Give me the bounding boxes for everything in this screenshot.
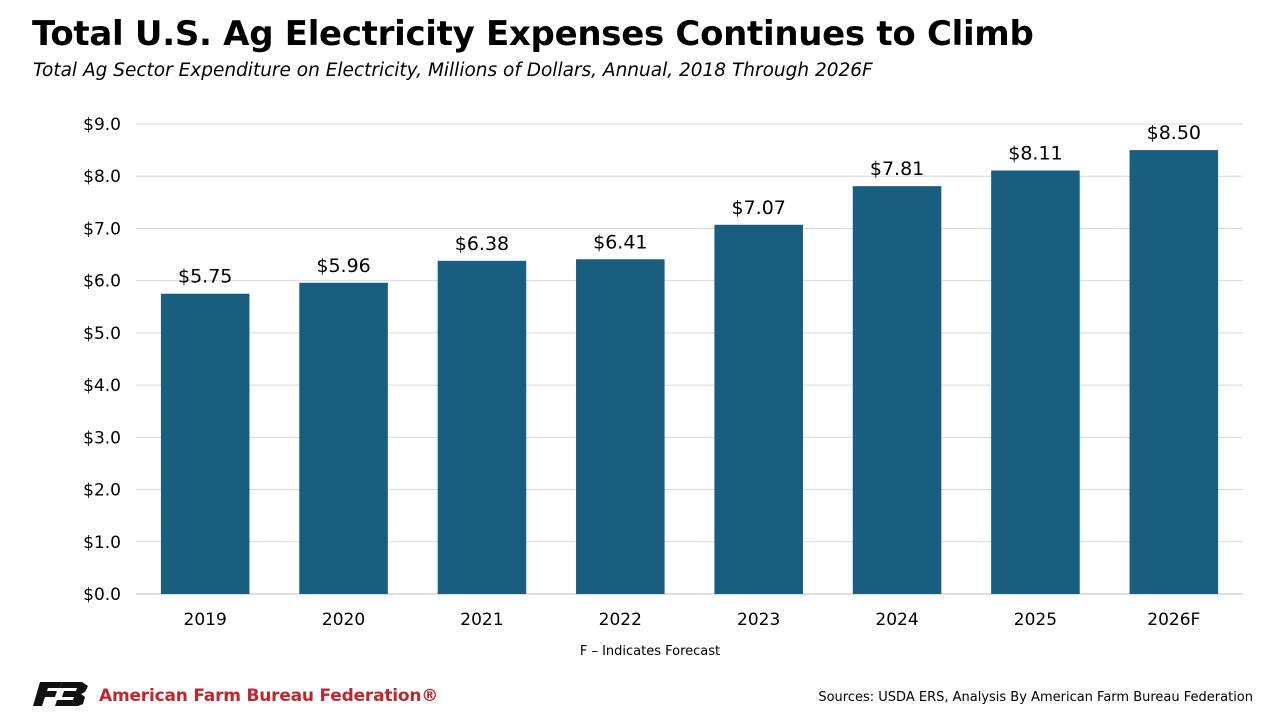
bar	[160, 293, 250, 594]
bar	[1129, 150, 1219, 594]
bar	[714, 224, 803, 595]
data-label: $6.38	[455, 233, 509, 255]
y-tick-label: $5.0	[83, 324, 121, 344]
data-label: $6.41	[593, 231, 647, 253]
x-tick-label: 2020	[322, 610, 365, 630]
source-note: Sources: USDA ERS, Analysis By American …	[818, 690, 1253, 705]
chart-title: Total U.S. Ag Electricity Expenses Conti…	[32, 14, 1034, 54]
bar	[852, 186, 942, 594]
data-label: $7.07	[731, 197, 785, 219]
x-tick-label: 2019	[184, 610, 227, 630]
x-tick-label: 2026F	[1147, 610, 1200, 630]
y-tick-label: $2.0	[83, 481, 121, 501]
data-label: $7.81	[870, 158, 924, 180]
data-label: $5.96	[316, 255, 370, 277]
data-label: $8.11	[1008, 142, 1062, 164]
x-tick-label: 2021	[460, 610, 503, 630]
x-tick-label: 2025	[1014, 610, 1057, 630]
x-tick-label: 2024	[875, 610, 918, 630]
organization-name: American Farm Bureau Federation®	[99, 686, 439, 706]
y-tick-label: $0.0	[83, 585, 121, 605]
data-label: $5.75	[178, 266, 232, 288]
bar-chart: $0.0 $1.0 $2.0 $3.0 $4.0 $5.0 $6.0 $7.0 $8.0 $9.0…	[83, 115, 1243, 630]
bar	[437, 260, 527, 594]
fb-logo: FB	[33, 682, 88, 706]
x-tick-label: 2022	[599, 610, 642, 630]
forecast-note: F – Indicates Forecast	[579, 644, 721, 659]
y-tick-label: $6.0	[83, 272, 121, 292]
bar	[576, 259, 665, 594]
y-tick-label: $3.0	[83, 428, 121, 448]
y-tick-label: $9.0	[83, 115, 121, 135]
data-label: $8.50	[1147, 122, 1201, 144]
y-tick-label: $7.0	[83, 219, 121, 239]
y-tick-label: $1.0	[83, 533, 121, 553]
x-tick-label: 2023	[737, 610, 780, 630]
y-tick-label: $4.0	[83, 376, 121, 396]
chart-subtitle: Total Ag Sector Expenditure on Electrici…	[33, 60, 873, 81]
bar	[299, 282, 388, 594]
y-tick-label: $8.0	[83, 167, 121, 187]
bar	[991, 170, 1080, 594]
